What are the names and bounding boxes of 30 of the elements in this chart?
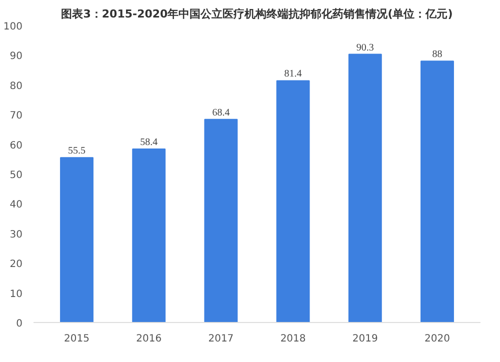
data-label: 81.4 bbox=[284, 68, 302, 80]
y-tick-label: 50 bbox=[10, 170, 23, 181]
bar bbox=[60, 157, 94, 322]
y-tick-label: 10 bbox=[10, 288, 23, 300]
y-tick-label: 100 bbox=[3, 22, 23, 32]
x-tick-label: 2015 bbox=[64, 334, 90, 344]
y-tick-label: 0 bbox=[16, 318, 23, 330]
x-tick-label: 2020 bbox=[424, 334, 450, 344]
data-label: 68.4 bbox=[212, 107, 230, 118]
x-tick-label: 2017 bbox=[208, 334, 234, 344]
y-tick-label: 80 bbox=[10, 80, 23, 92]
bar bbox=[132, 148, 166, 322]
bar bbox=[276, 80, 310, 322]
bar bbox=[348, 54, 382, 322]
y-tick-label: 70 bbox=[10, 110, 23, 122]
y-tick-label: 30 bbox=[10, 229, 23, 240]
y-tick-label: 60 bbox=[10, 140, 23, 152]
y-tick-label: 90 bbox=[10, 51, 23, 62]
data-label: 88 bbox=[432, 49, 442, 60]
y-tick-label: 20 bbox=[10, 259, 23, 270]
x-tick-label: 2019 bbox=[352, 334, 378, 344]
bar bbox=[204, 118, 238, 322]
x-tick-label: 2018 bbox=[280, 334, 306, 344]
x-tick-label: 2016 bbox=[136, 334, 162, 344]
data-label: 55.5 bbox=[68, 146, 86, 157]
data-label: 58.4 bbox=[140, 137, 158, 148]
chart-title: 图表3：2015-2020年中国公立医疗机构终端抗抑郁化药销售情况(单位：亿元) bbox=[61, 8, 453, 20]
y-tick-label: 40 bbox=[10, 200, 23, 211]
data-label: 90.3 bbox=[356, 42, 374, 54]
bar bbox=[420, 60, 454, 322]
